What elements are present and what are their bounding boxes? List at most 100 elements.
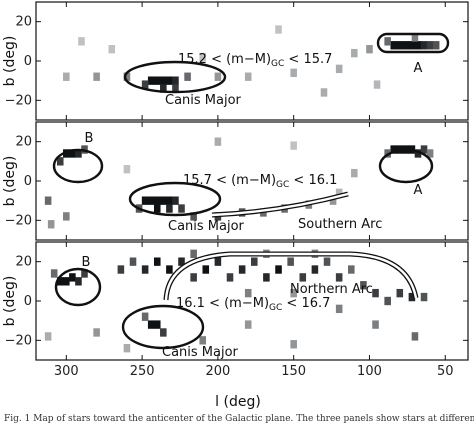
x-tick-label: 150 [281,364,306,379]
x-tick-label: 200 [205,364,230,379]
y-axis-label: b (deg) [2,276,18,327]
density-cell [263,273,270,282]
density-cell [190,212,197,221]
density-cell [426,41,434,50]
range-hi: < 15.7 [284,52,332,67]
density-cell [172,76,179,85]
range-hi: < 16.1 [289,173,337,188]
arc-inner [164,252,418,301]
density-cell [56,157,64,166]
x-tick-label: 300 [54,364,79,379]
density-cell [396,288,404,298]
density-cell [44,332,52,341]
density-cell [63,149,70,158]
x-tick-label: 250 [130,364,155,379]
density-cell [384,37,391,46]
density-cell [141,312,149,321]
density-cell [160,196,167,205]
density-cell [408,41,416,50]
density-cell [290,288,297,298]
density-cell [63,212,70,221]
density-cell [335,273,343,282]
density-cell [250,257,258,266]
feature-label: Canis Major [168,219,245,234]
density-cell [47,220,55,229]
density-cell [290,340,297,349]
density-cell [335,304,343,314]
feature-label: B [82,255,91,270]
range-lo: 15.7 < (m−M) [183,173,276,188]
density-cell [214,72,222,81]
y-tick-label: 20 [15,255,32,270]
density-cell [141,265,149,274]
density-cell [147,76,155,85]
density-cell [402,41,410,50]
density-cell [172,196,179,205]
density-cell [244,72,252,81]
density-cell [329,196,337,205]
x-tick-labels: 300 250 200 150 100 50 [54,364,454,379]
arc-inner [211,192,349,217]
y-tick-label: 0 [24,174,32,189]
density-cell [50,269,58,278]
density-cell [244,288,252,298]
density-cell [214,257,222,266]
y-axis-label: b (deg) [2,156,18,207]
panels-group: 20 0 −20 b (deg) 15.2 < (m−M)GC < 15.7 Canis … [2,1,469,361]
feature-label: B [85,131,94,146]
distance-range-label: 15.2 < (m−M)GC < 15.7 [178,52,332,69]
density-cell [226,273,234,282]
density-cell [147,320,155,329]
density-cell [93,72,100,81]
density-cell [129,257,137,266]
density-cell [287,257,294,266]
density-cell [75,277,82,286]
density-cell [184,72,191,81]
density-cell [244,320,252,329]
density-cell [108,45,116,54]
panel-bottom: 20 0 −20 b (deg) 16.1 < (m−M)GC < 16.7 B North… [2,241,469,361]
density-cell [311,265,319,274]
density-cell [153,204,161,213]
density-cell [290,141,297,150]
density-cell [290,68,297,77]
y-tick-label: 20 [15,15,32,30]
density-cell [420,292,428,302]
density-cell [81,269,88,278]
density-cell [396,41,404,50]
density-cell [56,277,64,286]
density-cells [44,249,428,353]
density-cell [160,84,167,93]
density-cell [214,137,222,146]
density-cell [390,145,398,154]
density-cells [63,25,440,97]
density-cell [360,281,367,290]
density-cell [63,277,70,286]
density-cell [69,149,76,158]
density-cell [166,196,173,205]
density-cell [123,344,131,353]
panel-middle: 20 0 −20 b (deg) 15.7 < (m−M)GC < 16.1 B A Cani… [2,121,469,241]
density-cell [420,41,428,50]
feature-ellipse [378,148,434,184]
density-cell [411,332,419,341]
feature-ellipse [123,60,227,94]
density-cell [190,273,197,282]
distance-range-label: 15.7 < (m−M)GC < 16.1 [183,173,337,190]
density-cell [166,204,173,213]
range-subscript: GC [269,303,282,313]
density-cell [372,320,379,329]
range-subscript: GC [271,59,284,69]
density-cell [351,48,358,58]
density-cell [199,336,207,345]
y-tick-label: 20 [15,135,32,150]
density-cell [275,265,282,274]
density-cell [420,145,428,154]
density-cell [160,76,167,85]
density-cell [202,265,210,274]
density-cell [432,41,440,50]
feature-label: Southern Arc [298,217,382,232]
y-tick-label: −20 [5,93,32,108]
feature-label: Canis Major [162,345,239,360]
